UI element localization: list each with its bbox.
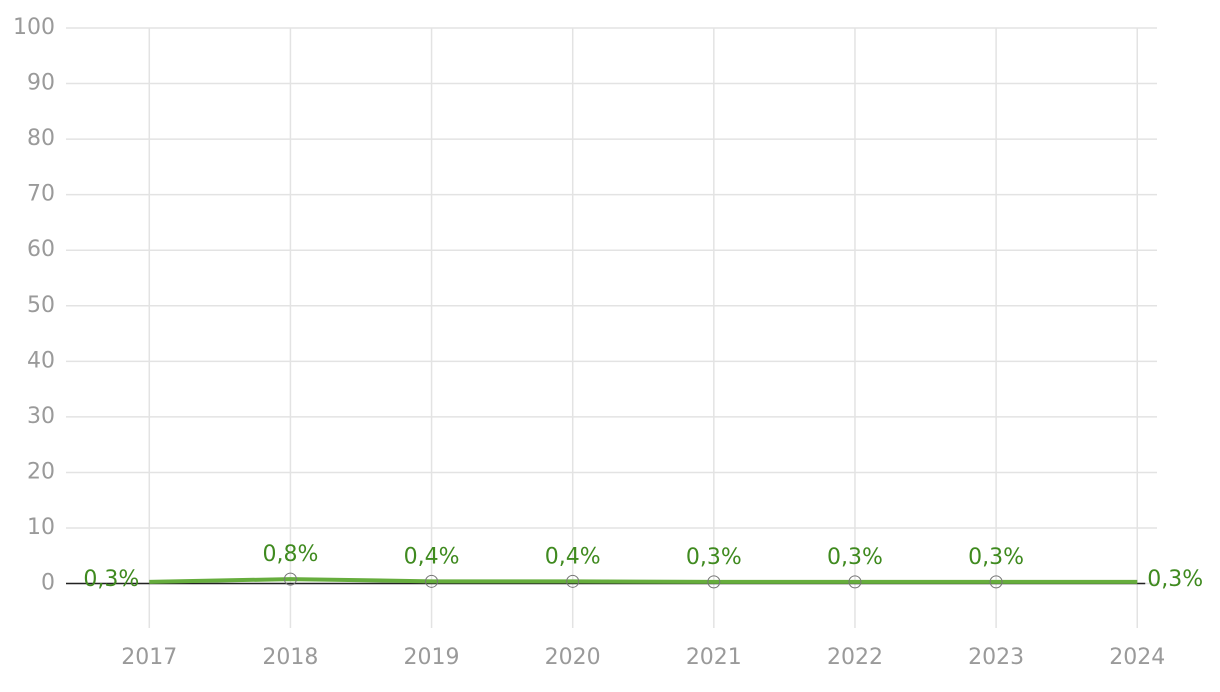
point [707,575,721,589]
value-label: 0,4% [545,544,601,569]
x-tick-label: 2017 [121,645,177,670]
value-label: 0,3% [968,545,1024,570]
point [283,572,297,586]
y-tick-label: 70 [27,182,55,207]
y-tick-label: 20 [27,459,55,484]
value-label: 0,3% [83,567,139,592]
x-tick-label: 2020 [545,645,601,670]
value-label: 0,4% [404,544,460,569]
x-tick-label: 2022 [827,645,883,670]
point [425,574,439,588]
value-label: 0,3% [827,545,883,570]
x-tick-label: 2024 [1109,645,1165,670]
y-tick-label: 100 [13,15,55,40]
y-tick-label: 50 [27,293,55,318]
y-tick-label: 30 [27,404,55,429]
point [566,574,580,588]
y-tick-label: 10 [27,515,55,540]
x-tick-label: 2021 [686,645,742,670]
y-tick-label: 80 [27,126,55,151]
value-label: 0,8% [262,542,318,567]
x-tick-label: 2023 [968,645,1024,670]
y-tick-label: 0 [41,571,55,596]
line [149,577,1138,584]
value-label: 0,3% [686,545,742,570]
x-tick-label: 2019 [404,645,460,670]
y-tick-label: 40 [27,348,55,373]
x-tick-label: 2018 [262,645,318,670]
value-label: 0,3% [1147,567,1203,592]
point [848,575,862,589]
y-tick-label: 90 [27,71,55,96]
point [989,575,1003,589]
y-tick-label: 60 [27,237,55,262]
